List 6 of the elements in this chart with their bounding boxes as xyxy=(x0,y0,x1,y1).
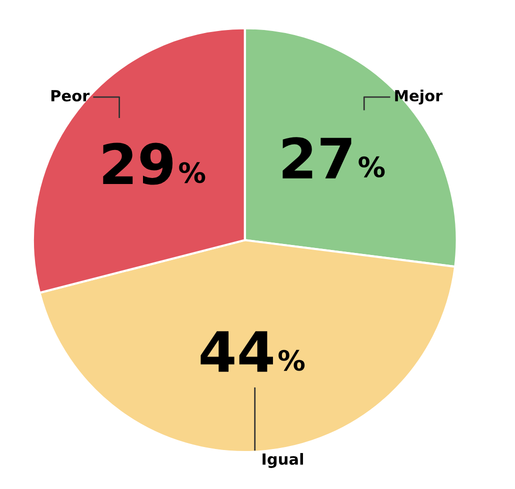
slice-label: Igual xyxy=(262,453,303,468)
data-label: 44% xyxy=(200,331,305,372)
data-label: 27% xyxy=(282,137,385,178)
slice-label: Peor xyxy=(51,90,90,102)
data-label: 29% xyxy=(103,142,206,185)
slice-label: Mejor xyxy=(395,90,443,105)
